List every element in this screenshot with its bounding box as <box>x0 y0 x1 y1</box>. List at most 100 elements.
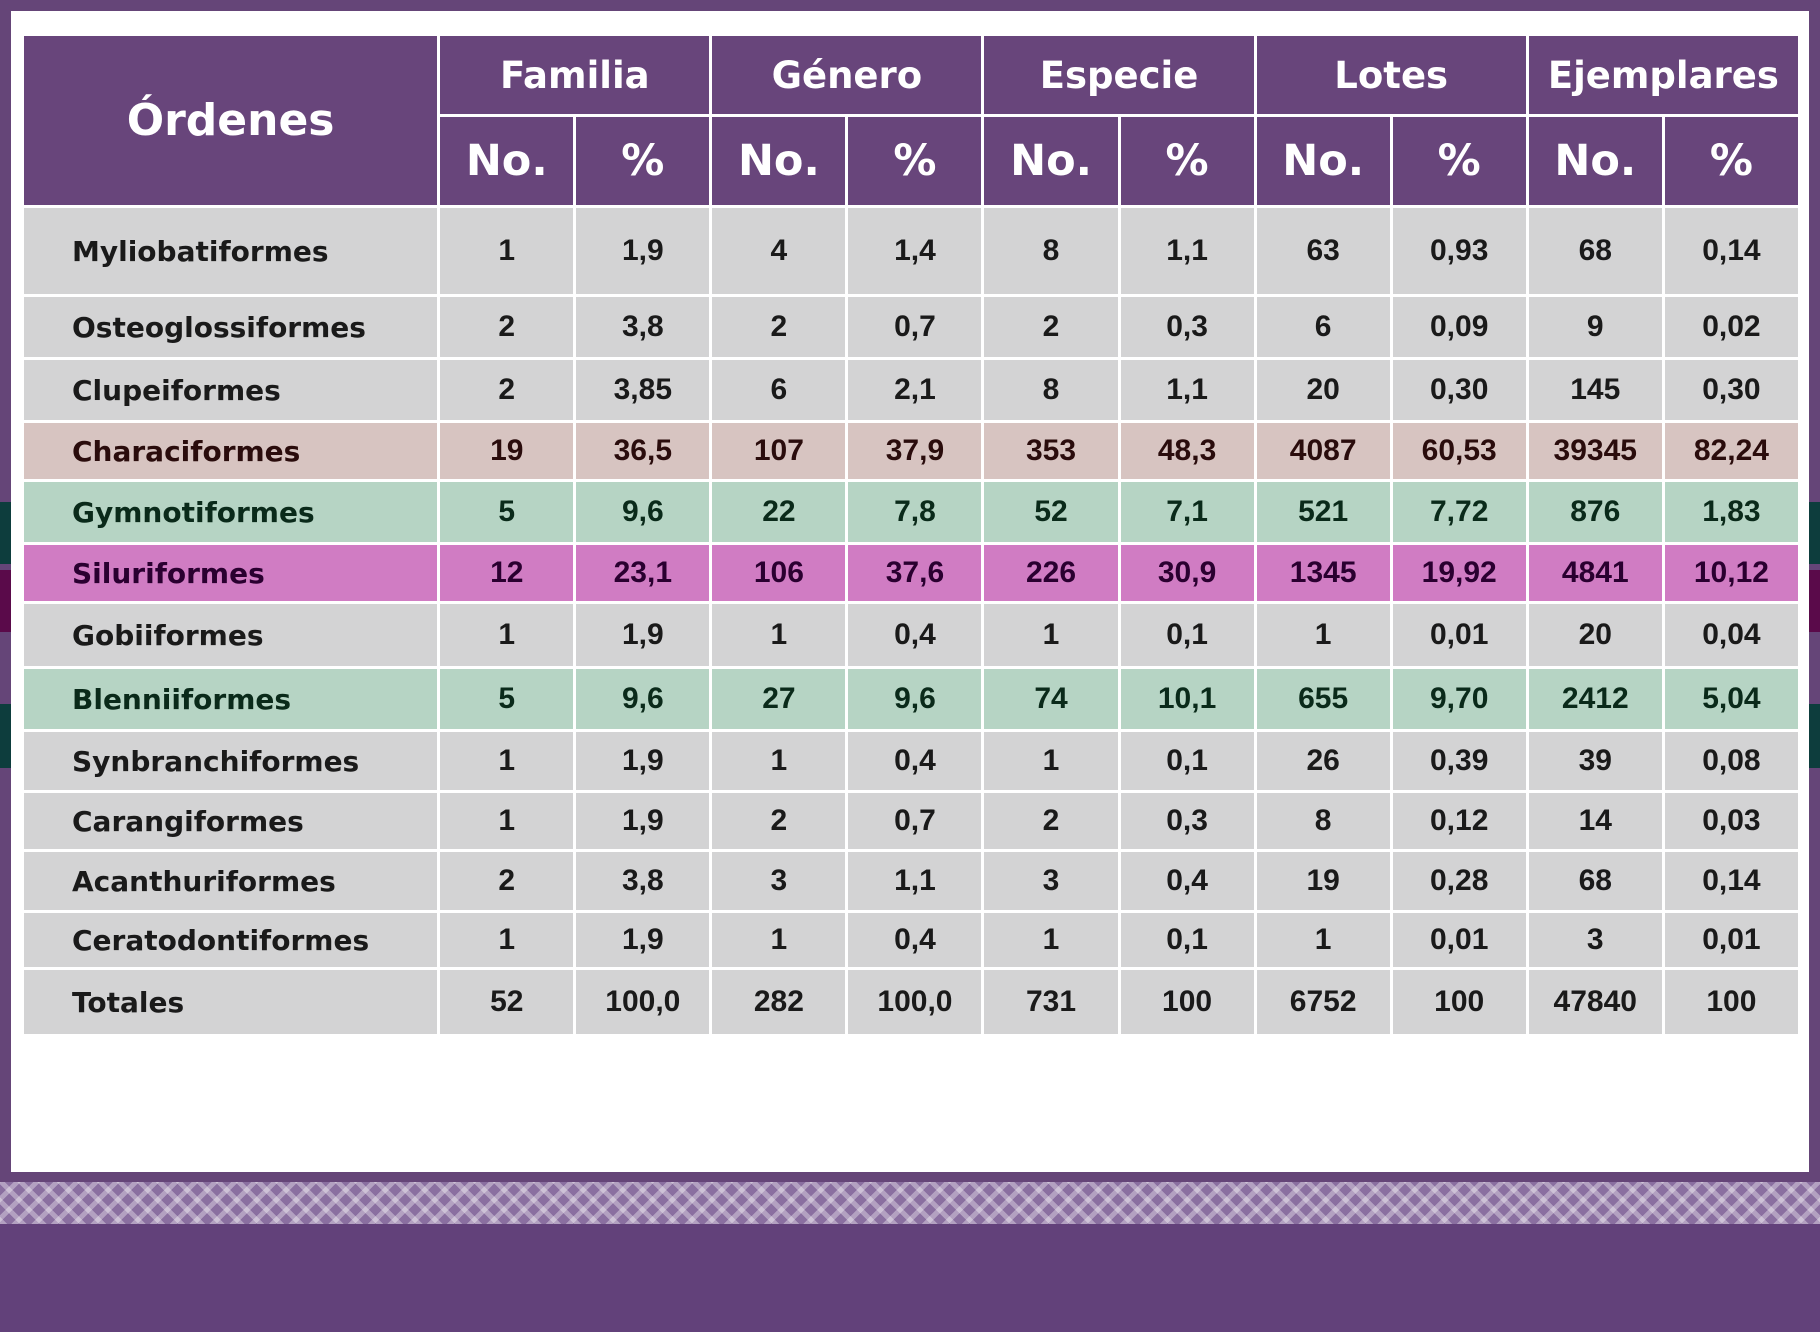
sub-header-no: No. <box>1528 117 1662 205</box>
count-cell: 353 <box>984 423 1118 479</box>
count-cell: 6 <box>1256 297 1390 357</box>
count-cell: 226 <box>984 545 1118 601</box>
order-name-cell: Totales <box>24 970 438 1034</box>
order-name-cell: Blenniiformes <box>24 669 438 729</box>
percent-cell: 0,08 <box>1664 732 1798 790</box>
sub-header-percent: % <box>848 117 982 205</box>
percent-cell: 0,3 <box>1120 297 1254 357</box>
sub-header-no: No. <box>440 117 574 205</box>
count-cell: 4841 <box>1528 545 1662 601</box>
count-cell: 2 <box>440 297 574 357</box>
count-cell: 6 <box>712 360 846 420</box>
count-cell: 20 <box>1528 604 1662 666</box>
count-cell: 9 <box>1528 297 1662 357</box>
percent-cell: 3,8 <box>576 297 710 357</box>
group-header-lotes: Lotes <box>1256 36 1526 114</box>
order-name-cell: Ceratodontiformes <box>24 913 438 967</box>
count-cell: 19 <box>440 423 574 479</box>
count-cell: 4 <box>712 208 846 294</box>
count-cell: 26 <box>1256 732 1390 790</box>
percent-cell: 0,14 <box>1664 852 1798 910</box>
percent-cell: 37,9 <box>848 423 982 479</box>
count-cell: 876 <box>1528 482 1662 542</box>
percent-cell: 0,1 <box>1120 913 1254 967</box>
percent-cell: 9,6 <box>848 669 982 729</box>
percent-cell: 1,9 <box>576 793 710 849</box>
percent-cell: 10,12 <box>1664 545 1798 601</box>
order-name-cell: Gobiiformes <box>24 604 438 666</box>
percent-cell: 100,0 <box>848 970 982 1034</box>
sub-header-percent: % <box>1664 117 1798 205</box>
percent-cell: 0,1 <box>1120 604 1254 666</box>
count-cell: 1 <box>440 604 574 666</box>
percent-cell: 1,83 <box>1664 482 1798 542</box>
sub-header-no: No. <box>984 117 1118 205</box>
table-row: Blenniiformes 5 9,6 27 9,6 74 10,1 655 9,70 2412 5… <box>24 669 1798 729</box>
count-cell: 68 <box>1528 852 1662 910</box>
count-cell: 2 <box>712 297 846 357</box>
percent-cell: 0,14 <box>1664 208 1798 294</box>
left-edge-accent <box>0 570 11 632</box>
percent-cell: 0,28 <box>1392 852 1526 910</box>
percent-cell: 1,4 <box>848 208 982 294</box>
count-cell: 6752 <box>1256 970 1390 1034</box>
count-cell: 1 <box>440 793 574 849</box>
percent-cell: 0,1 <box>1120 732 1254 790</box>
count-cell: 1 <box>440 913 574 967</box>
count-cell: 47840 <box>1528 970 1662 1034</box>
count-cell: 39345 <box>1528 423 1662 479</box>
count-cell: 68 <box>1528 208 1662 294</box>
count-cell: 74 <box>984 669 1118 729</box>
header-sub-row: No. % No. % No. % No. % No. % <box>24 117 1798 205</box>
count-cell: 1 <box>440 732 574 790</box>
percent-cell: 100 <box>1664 970 1798 1034</box>
count-cell: 1 <box>984 604 1118 666</box>
count-cell: 282 <box>712 970 846 1034</box>
count-cell: 5 <box>440 482 574 542</box>
count-cell: 5 <box>440 669 574 729</box>
count-cell: 1 <box>712 913 846 967</box>
percent-cell: 7,72 <box>1392 482 1526 542</box>
count-cell: 1 <box>984 732 1118 790</box>
count-cell: 8 <box>1256 793 1390 849</box>
count-cell: 39 <box>1528 732 1662 790</box>
count-cell: 655 <box>1256 669 1390 729</box>
count-cell: 1 <box>1256 604 1390 666</box>
count-cell: 145 <box>1528 360 1662 420</box>
sub-header-percent: % <box>1120 117 1254 205</box>
percent-cell: 7,1 <box>1120 482 1254 542</box>
percent-cell: 0,93 <box>1392 208 1526 294</box>
percent-cell: 9,6 <box>576 482 710 542</box>
count-cell: 3 <box>984 852 1118 910</box>
table-row: Synbranchiformes 1 1,9 1 0,4 1 0,1 26 0,39 39 0,08 <box>24 732 1798 790</box>
percent-cell: 9,70 <box>1392 669 1526 729</box>
order-name-cell: Gymnotiformes <box>24 482 438 542</box>
percent-cell: 23,1 <box>576 545 710 601</box>
count-cell: 2 <box>440 360 574 420</box>
percent-cell: 0,7 <box>848 793 982 849</box>
table-row: Acanthuriformes 2 3,8 3 1,1 3 0,4 19 0,28 68 0,14 <box>24 852 1798 910</box>
table-row: Gymnotiformes 5 9,6 22 7,8 52 7,1 521 7,72 876 1,8… <box>24 482 1798 542</box>
order-name-cell: Clupeiformes <box>24 360 438 420</box>
count-cell: 1 <box>984 913 1118 967</box>
count-cell: 14 <box>1528 793 1662 849</box>
order-name-cell: Osteoglossiformes <box>24 297 438 357</box>
count-cell: 106 <box>712 545 846 601</box>
percent-cell: 1,1 <box>1120 208 1254 294</box>
order-name-cell: Synbranchiformes <box>24 732 438 790</box>
percent-cell: 1,9 <box>576 732 710 790</box>
order-name-cell: Myliobatiformes <box>24 208 438 294</box>
sub-header-percent: % <box>1392 117 1526 205</box>
count-cell: 1 <box>712 604 846 666</box>
percent-cell: 100,0 <box>576 970 710 1034</box>
percent-cell: 0,30 <box>1392 360 1526 420</box>
count-cell: 27 <box>712 669 846 729</box>
table-row: Carangiformes 1 1,9 2 0,7 2 0,3 8 0,12 14 0,03 <box>24 793 1798 849</box>
percent-cell: 0,09 <box>1392 297 1526 357</box>
percent-cell: 30,9 <box>1120 545 1254 601</box>
table-row: Characiformes 19 36,5 107 37,9 353 48,3 4087 60,… <box>24 423 1798 479</box>
group-header-familia: Familia <box>440 36 710 114</box>
percent-cell: 1,1 <box>848 852 982 910</box>
order-name-cell: Siluriformes <box>24 545 438 601</box>
percent-cell: 36,5 <box>576 423 710 479</box>
